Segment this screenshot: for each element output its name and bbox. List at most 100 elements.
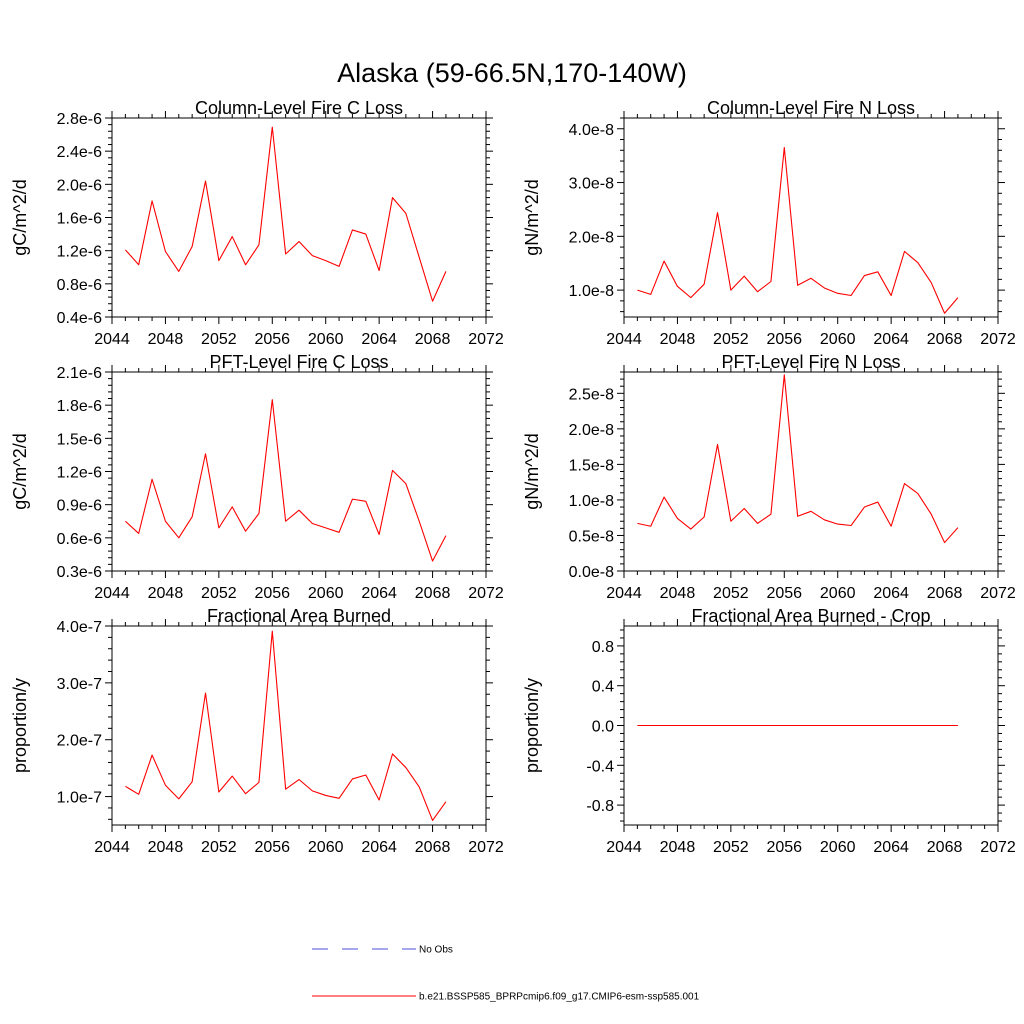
x-tick-label: 2068 bbox=[415, 839, 451, 856]
legend-entry: No Obs bbox=[312, 945, 453, 956]
y-tick-label: 1.0e-8 bbox=[569, 493, 614, 510]
x-tick-label: 2072 bbox=[980, 331, 1016, 348]
chart-panel: Column-Level Fire N Loss gN/m^2/d 2044 2048… bbox=[522, 98, 1016, 348]
x-tick-label: 2072 bbox=[468, 331, 504, 348]
y-tick-label: 3.0e-8 bbox=[569, 176, 614, 193]
y-tick-label: 1.2e-6 bbox=[57, 465, 102, 482]
panel-title: Fractional Area Burned - Crop bbox=[691, 606, 930, 626]
y-tick-label: 1.0e-8 bbox=[569, 283, 614, 300]
x-tick-label: 2064 bbox=[873, 839, 909, 856]
x-tick-label: 2064 bbox=[361, 839, 397, 856]
plot-frame bbox=[111, 117, 487, 318]
y-tick-label: 0.4 bbox=[592, 679, 614, 696]
series-line bbox=[637, 147, 959, 314]
y-axis-label: proportion/y bbox=[522, 678, 542, 773]
x-tick-label: 2060 bbox=[308, 839, 344, 856]
y-tick-label: 0.3e-6 bbox=[57, 564, 102, 581]
x-tick-label: 2048 bbox=[148, 585, 184, 602]
x-tick-label: 2064 bbox=[361, 585, 397, 602]
x-tick-label: 2060 bbox=[308, 331, 344, 348]
x-tick-label: 2072 bbox=[980, 585, 1016, 602]
x-tick-label: 2072 bbox=[980, 839, 1016, 856]
plot-frame bbox=[623, 371, 999, 572]
x-tick-label: 2060 bbox=[820, 331, 856, 348]
x-tick-label: 2056 bbox=[766, 585, 802, 602]
x-tick-label: 2052 bbox=[201, 331, 237, 348]
y-tick-label: 2.0e-8 bbox=[569, 422, 614, 439]
y-axis-label: gN/m^2/d bbox=[522, 179, 542, 255]
figure-title: Alaska (59-66.5N,170-140W) bbox=[337, 58, 687, 88]
panel-title: Column-Level Fire N Loss bbox=[707, 98, 915, 118]
y-tick-label: 1.2e-6 bbox=[57, 244, 102, 261]
y-tick-label: 0.0e-8 bbox=[569, 564, 614, 581]
panels: Column-Level Fire C Loss gC/m^2/d 2044 2048… bbox=[10, 98, 1016, 856]
x-tick-label: 2044 bbox=[94, 585, 130, 602]
panel-title: Fractional Area Burned bbox=[207, 606, 391, 626]
x-tick-label: 2056 bbox=[766, 839, 802, 856]
y-tick-label: 2.0e-8 bbox=[569, 229, 614, 246]
legend-label: No Obs bbox=[419, 945, 453, 956]
panel-title: PFT-Level Fire N Loss bbox=[721, 352, 900, 372]
x-tick-label: 2044 bbox=[606, 331, 642, 348]
x-tick-label: 2068 bbox=[415, 585, 451, 602]
x-tick-label: 2052 bbox=[713, 585, 749, 602]
chart-panel: Fractional Area Burned proportion/y 2044 20… bbox=[10, 606, 504, 856]
y-tick-label: 2.0e-6 bbox=[57, 177, 102, 194]
x-tick-label: 2044 bbox=[606, 585, 642, 602]
y-tick-label: 2.5e-8 bbox=[569, 386, 614, 403]
y-tick-label: 0.0 bbox=[592, 719, 614, 736]
x-tick-label: 2048 bbox=[660, 839, 696, 856]
y-tick-label: 0.8 bbox=[592, 639, 614, 656]
y-axis-label: gC/m^2/d bbox=[10, 179, 30, 255]
series-line bbox=[124, 399, 447, 562]
series-line bbox=[637, 374, 959, 544]
x-tick-label: 2060 bbox=[820, 585, 856, 602]
x-tick-label: 2052 bbox=[201, 839, 237, 856]
x-tick-label: 2044 bbox=[606, 839, 642, 856]
x-tick-label: 2072 bbox=[468, 839, 504, 856]
x-tick-label: 2056 bbox=[254, 839, 290, 856]
series-line bbox=[124, 126, 447, 302]
x-tick-label: 2048 bbox=[660, 331, 696, 348]
x-tick-label: 2064 bbox=[361, 331, 397, 348]
x-tick-label: 2060 bbox=[820, 839, 856, 856]
x-tick-label: 2068 bbox=[927, 585, 963, 602]
x-tick-label: 2056 bbox=[766, 331, 802, 348]
y-tick-label: 4.0e-7 bbox=[57, 619, 102, 636]
x-tick-label: 2048 bbox=[148, 331, 184, 348]
y-axis-label: proportion/y bbox=[10, 678, 30, 773]
y-tick-label: 0.6e-6 bbox=[57, 531, 102, 548]
x-tick-label: 2052 bbox=[201, 585, 237, 602]
y-tick-label: -0.4 bbox=[586, 758, 614, 775]
x-tick-label: 2064 bbox=[873, 585, 909, 602]
series-line bbox=[125, 630, 447, 822]
x-tick-label: 2068 bbox=[415, 331, 451, 348]
y-tick-label: 3.0e-7 bbox=[57, 676, 102, 693]
x-tick-label: 2068 bbox=[927, 331, 963, 348]
y-tick-label: 1.5e-6 bbox=[57, 431, 102, 448]
panel-title: Column-Level Fire C Loss bbox=[195, 98, 403, 118]
legend: No Obs b.e21.BSSP585_BPRPcmip6.f09_g17.CM… bbox=[312, 945, 700, 1003]
x-tick-label: 2064 bbox=[873, 331, 909, 348]
y-tick-label: 0.8e-6 bbox=[57, 277, 102, 294]
x-tick-label: 2048 bbox=[660, 585, 696, 602]
y-tick-label: 0.9e-6 bbox=[57, 498, 102, 515]
y-tick-label: 2.4e-6 bbox=[57, 144, 102, 161]
chart-panel: Column-Level Fire C Loss gC/m^2/d 2044 2048… bbox=[10, 98, 504, 348]
y-axis-label: gC/m^2/d bbox=[10, 433, 30, 509]
y-tick-label: 1.5e-8 bbox=[569, 457, 614, 474]
chart-panel: Fractional Area Burned - Crop proportion/… bbox=[522, 606, 1016, 856]
x-tick-label: 2056 bbox=[254, 331, 290, 348]
x-tick-label: 2056 bbox=[254, 585, 290, 602]
chart-panel: PFT-Level Fire N Loss gN/m^2/d 2044 2048 205… bbox=[522, 352, 1016, 602]
y-tick-label: 0.5e-8 bbox=[569, 528, 614, 545]
x-tick-label: 2044 bbox=[94, 331, 130, 348]
plot-frame bbox=[111, 371, 487, 572]
y-tick-label: 1.0e-7 bbox=[57, 790, 102, 807]
y-tick-label: 2.1e-6 bbox=[57, 365, 102, 382]
chart-panel: PFT-Level Fire C Loss gC/m^2/d 2044 2048 205… bbox=[10, 352, 504, 602]
y-tick-label: -0.8 bbox=[586, 798, 614, 815]
legend-label: b.e21.BSSP585_BPRPcmip6.f09_g17.CMIP6-es… bbox=[419, 992, 700, 1003]
legend-entry: b.e21.BSSP585_BPRPcmip6.f09_g17.CMIP6-es… bbox=[312, 992, 700, 1003]
